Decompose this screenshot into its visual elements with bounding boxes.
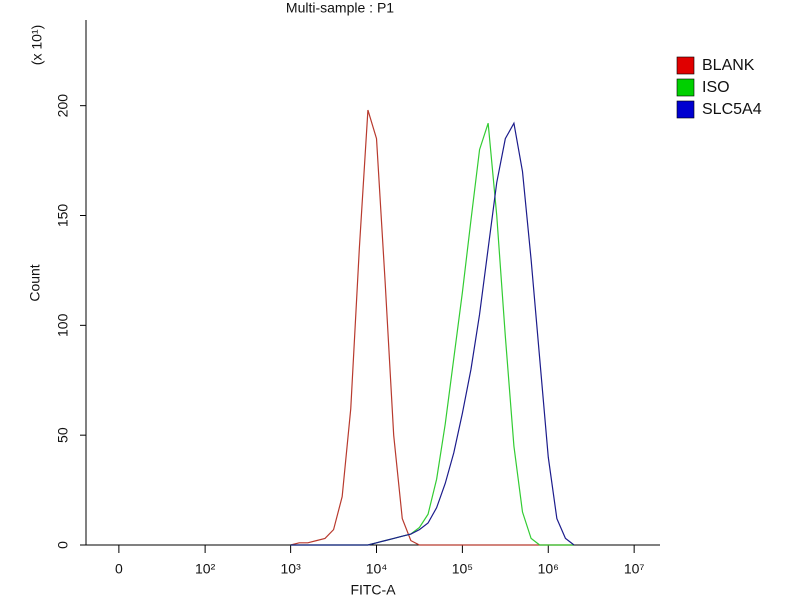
x-tick-label: 10⁵ [452,561,473,577]
y-tick-label: 0 [55,541,71,549]
y-tick-label: 50 [55,427,71,443]
legend-swatch [676,56,695,75]
x-tick-label: 10⁶ [538,561,559,577]
legend-swatch [676,78,695,97]
x-tick-label: 10⁷ [624,561,645,577]
legend-swatch [676,100,695,119]
series-line [290,109,575,546]
chart-title: Multi-sample : P1 [286,0,394,16]
y-tick-label: 150 [55,204,71,228]
series-line [290,123,575,546]
x-tick-label: 10³ [281,561,302,577]
y-tick-label: 200 [55,94,71,118]
y-axis-label: Count [27,264,43,301]
legend-label: SLC5A4 [702,101,762,118]
legend-label: BLANK [702,57,755,74]
x-tick-label: 10² [195,561,216,577]
x-axis-label: FITC-A [350,582,396,598]
y-tick-label: 100 [55,313,71,337]
legend-label: ISO [702,79,730,96]
x-tick-label: 10⁴ [366,561,388,577]
series-line [290,121,575,546]
y-multiplier: (x 10¹) [29,25,45,65]
x-tick-label: 0 [115,561,123,577]
